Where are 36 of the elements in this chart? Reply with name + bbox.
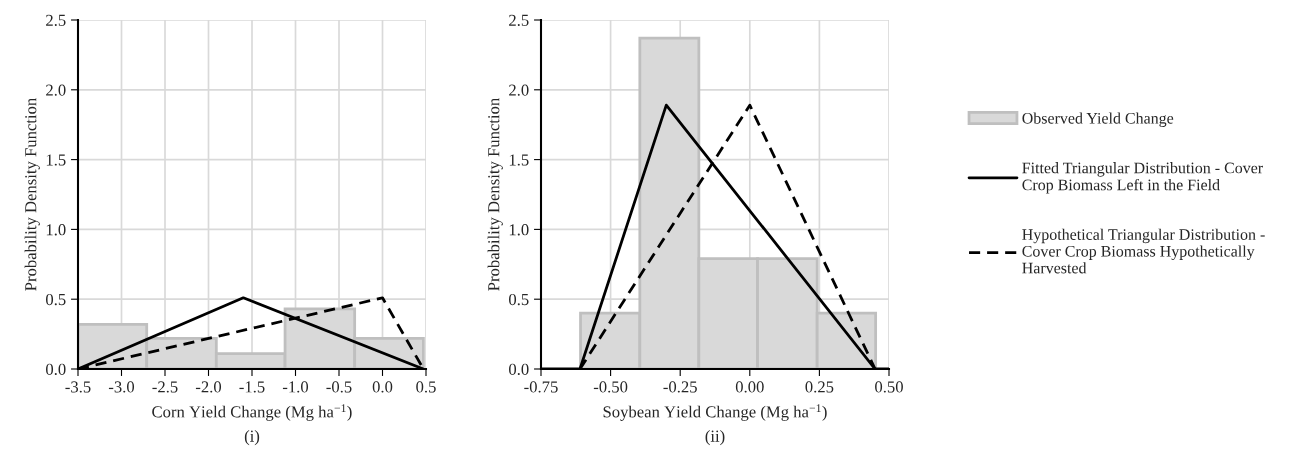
y-tick-label: 0.0: [509, 363, 529, 376]
y-axis-title: Probability Density Function: [487, 98, 503, 291]
legend-label: Hypothetical Triangular Distribution - Cover Crop Biomass Hypothetically Harvested: [1022, 228, 1265, 274]
y-tick-label: 0.5: [509, 293, 529, 306]
y-tick-label: 2.5: [46, 14, 66, 27]
y-tick-label: 1.0: [509, 224, 529, 236]
x-tick-label: 0.5: [416, 381, 436, 393]
x-axis-title: Soybean Yield Change (Mg ha$^{−1}$): [603, 404, 827, 421]
y-tick-label: 2.5: [509, 14, 529, 27]
text: (i): [244, 430, 260, 446]
x-tick-label: -3.5: [65, 381, 91, 393]
x-tick-label: -0.25: [663, 381, 697, 393]
x-tick-label: 0.50: [875, 381, 903, 393]
y-tick-label: 1.5: [509, 154, 529, 166]
text: (ii): [705, 430, 725, 446]
x-tick-label: -1.5: [239, 381, 265, 393]
y-tick-label: 2.0: [509, 84, 529, 96]
x-tick-label: -0.5: [326, 381, 352, 393]
x-tick-label: -0.75: [524, 381, 558, 393]
y-tick-label: 2.0: [46, 84, 66, 96]
y-axis-title: Probability Density Function: [24, 98, 40, 291]
legend-label: Fitted Triangular Distribution - Cover Crop Biomass Left in the Field: [1022, 162, 1263, 194]
x-tick-label: -2.0: [195, 381, 222, 393]
x-tick-label: 0.00: [735, 381, 764, 393]
y-tick-label: 1.0: [46, 224, 66, 236]
legend-label: Observed Yield Change: [1022, 112, 1174, 127]
x-axis-title: Corn Yield Change (Mg ha$^{−1}$): [152, 404, 352, 421]
x-tick-label: 0.25: [805, 381, 834, 393]
x-tick-label: 0.0: [372, 381, 393, 393]
y-tick-label: 0.5: [46, 293, 66, 306]
x-tick-label: -2.5: [152, 381, 178, 393]
y-tick-label: 0.0: [46, 363, 66, 376]
x-tick-label: -3.0: [108, 381, 135, 393]
y-tick-label: 1.5: [46, 154, 66, 166]
x-tick-label: -1.0: [282, 381, 309, 393]
x-tick-label: -0.50: [593, 381, 628, 393]
